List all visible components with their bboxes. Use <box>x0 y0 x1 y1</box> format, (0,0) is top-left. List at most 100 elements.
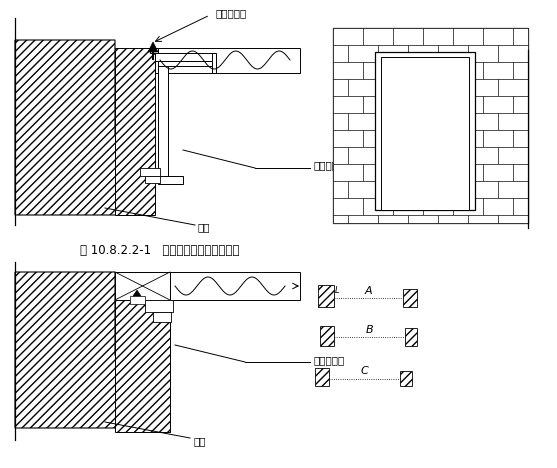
Text: 钢防火门框: 钢防火门框 <box>313 160 344 170</box>
Bar <box>513 164 528 181</box>
Bar <box>438 79 468 96</box>
Bar <box>333 181 348 198</box>
Bar <box>438 147 468 164</box>
Bar <box>378 79 408 96</box>
Bar <box>155 48 300 73</box>
Bar <box>408 79 438 96</box>
Bar <box>378 113 408 130</box>
Bar <box>363 130 393 147</box>
Bar <box>393 130 423 147</box>
Bar <box>393 62 423 79</box>
Bar <box>363 198 393 215</box>
Bar <box>483 96 513 113</box>
Text: 防火木门框: 防火木门框 <box>313 355 344 365</box>
Bar <box>393 164 423 181</box>
Bar <box>333 164 363 181</box>
Bar <box>333 28 363 45</box>
Bar <box>483 198 513 215</box>
Bar <box>453 198 483 215</box>
Bar <box>375 52 475 210</box>
Bar <box>408 215 438 223</box>
Bar <box>438 181 468 198</box>
Bar <box>378 147 408 164</box>
Bar <box>423 62 453 79</box>
Bar <box>453 96 483 113</box>
Bar <box>363 62 393 79</box>
Bar <box>438 113 468 130</box>
Bar <box>393 28 423 45</box>
Bar <box>348 113 378 130</box>
Bar <box>333 45 348 62</box>
Bar <box>212 53 216 73</box>
Bar <box>405 328 417 346</box>
Bar <box>170 272 300 300</box>
Bar <box>498 215 528 223</box>
Bar <box>158 176 183 184</box>
Text: 墙体: 墙体 <box>193 436 206 446</box>
Bar <box>333 130 363 147</box>
Bar <box>468 79 498 96</box>
Polygon shape <box>133 290 141 296</box>
Bar <box>155 53 215 61</box>
Bar <box>453 164 483 181</box>
Bar <box>408 181 438 198</box>
Bar <box>378 215 408 223</box>
Text: A: A <box>365 286 372 296</box>
Bar <box>498 147 528 164</box>
Bar <box>363 96 393 113</box>
Bar <box>483 28 513 45</box>
Bar <box>348 215 378 223</box>
Bar <box>140 168 160 176</box>
Bar <box>348 181 378 198</box>
Bar <box>513 96 528 113</box>
Bar <box>408 147 438 164</box>
Bar <box>513 198 528 215</box>
Bar <box>153 312 171 322</box>
Bar <box>333 113 348 130</box>
Text: L: L <box>335 286 340 295</box>
Text: C: C <box>360 366 368 376</box>
Bar <box>145 300 173 312</box>
Bar <box>408 45 438 62</box>
Bar <box>513 130 528 147</box>
Bar <box>498 45 528 62</box>
Bar <box>333 62 363 79</box>
Bar <box>115 48 155 215</box>
Bar <box>333 147 348 164</box>
Bar <box>155 53 158 57</box>
Bar <box>150 48 158 53</box>
Bar <box>423 130 453 147</box>
Bar <box>333 79 348 96</box>
Text: 打钉拉铁皮: 打钉拉铁皮 <box>215 8 246 18</box>
Polygon shape <box>15 40 145 215</box>
Polygon shape <box>148 42 158 52</box>
Bar <box>438 215 468 223</box>
Bar <box>348 147 378 164</box>
Bar <box>498 113 528 130</box>
Bar <box>393 96 423 113</box>
Bar <box>130 296 145 304</box>
Bar <box>408 113 438 130</box>
Bar <box>333 198 363 215</box>
Bar <box>513 28 528 45</box>
Bar <box>468 147 498 164</box>
Bar <box>333 215 348 223</box>
Bar <box>498 181 528 198</box>
Bar <box>453 130 483 147</box>
Bar <box>158 66 168 176</box>
Bar <box>453 28 483 45</box>
Bar <box>498 79 528 96</box>
Bar <box>468 113 498 130</box>
Bar <box>378 45 408 62</box>
Bar <box>115 272 170 300</box>
Bar <box>423 164 453 181</box>
Bar <box>363 28 393 45</box>
Bar <box>403 289 417 307</box>
Bar <box>468 45 498 62</box>
Bar <box>423 96 453 113</box>
Bar <box>318 285 334 307</box>
Bar <box>348 79 378 96</box>
Bar <box>320 326 334 346</box>
Bar <box>438 45 468 62</box>
Bar <box>453 62 483 79</box>
